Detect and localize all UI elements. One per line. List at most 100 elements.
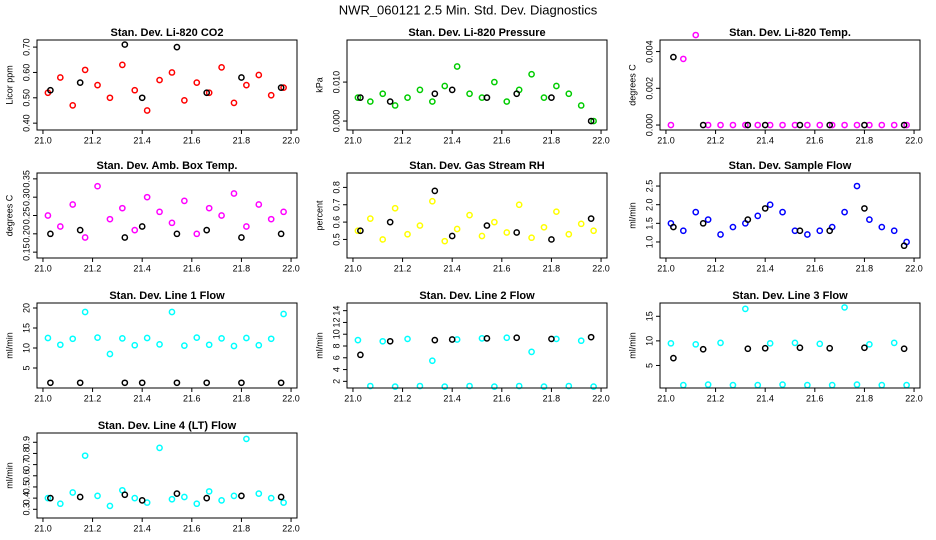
- point: [816, 227, 824, 235]
- y-tick-label: 1.0: [644, 236, 654, 249]
- point: [168, 495, 176, 503]
- point: [267, 494, 275, 502]
- point: [193, 334, 201, 341]
- y-tick-label: 0.5: [331, 233, 341, 246]
- point: [168, 308, 176, 316]
- panel-title: Stan. Dev. Line 4 (LT) Flow: [98, 420, 237, 432]
- point: [441, 82, 449, 90]
- point: [448, 336, 456, 343]
- point: [741, 121, 749, 129]
- point: [203, 226, 211, 234]
- point: [761, 205, 769, 212]
- point: [729, 223, 737, 231]
- point: [826, 121, 834, 129]
- x-tick-label: 22.0: [282, 523, 300, 533]
- plot-frame: [659, 172, 921, 259]
- point: [168, 219, 176, 227]
- x-tick-label: 21.2: [84, 263, 102, 273]
- y-tick-label: 0.004: [644, 40, 654, 63]
- point: [791, 339, 799, 347]
- point: [744, 216, 752, 223]
- point: [280, 499, 287, 506]
- y-tick-label: 20: [21, 303, 31, 313]
- point: [699, 121, 707, 129]
- point: [47, 86, 54, 94]
- point: [779, 381, 786, 389]
- point: [540, 94, 548, 102]
- point: [44, 212, 52, 219]
- x-tick-label: 21.8: [233, 523, 251, 533]
- x-tick-label: 21.4: [133, 135, 151, 145]
- panel-title: Stan. Dev. Li-820 Temp.: [729, 27, 851, 39]
- point: [47, 230, 54, 238]
- point: [76, 79, 84, 86]
- point: [744, 121, 752, 129]
- x-tick-label: 21.2: [707, 263, 725, 273]
- y-tick-label: 2.0: [644, 198, 654, 211]
- y-tick-label: 6: [331, 355, 341, 360]
- point: [386, 337, 394, 345]
- point: [121, 234, 129, 241]
- point: [118, 61, 126, 69]
- point: [243, 81, 250, 89]
- point: [121, 491, 129, 499]
- point: [853, 121, 861, 129]
- y-tick-label: 0.6: [331, 216, 341, 229]
- point: [181, 96, 188, 104]
- y-tick-label: 0.35: [21, 170, 31, 188]
- point: [816, 121, 824, 129]
- x-tick-label: 21.4: [443, 393, 461, 403]
- point: [679, 55, 687, 63]
- point: [203, 379, 211, 387]
- point: [238, 379, 245, 387]
- point: [441, 383, 449, 390]
- point: [121, 379, 129, 387]
- point: [565, 230, 573, 238]
- point: [386, 218, 394, 226]
- point: [366, 215, 374, 222]
- y-tick-label: 0.000: [331, 110, 341, 133]
- point: [44, 494, 52, 502]
- x-tick-label: 21.4: [133, 523, 151, 533]
- point: [878, 223, 886, 231]
- point: [779, 208, 786, 216]
- y-tick-label: 0.002: [644, 77, 654, 100]
- point: [238, 492, 245, 500]
- point: [156, 341, 163, 348]
- point: [540, 223, 548, 231]
- point: [903, 381, 910, 389]
- point: [553, 208, 560, 216]
- plot-frame: [346, 172, 608, 259]
- y-tick-label: 0.30: [21, 188, 31, 206]
- point: [106, 215, 114, 223]
- x-tick-label: 21.8: [233, 393, 251, 403]
- point: [796, 227, 804, 235]
- panel-title: Stan. Dev. Li-820 Pressure: [408, 27, 545, 39]
- point: [577, 337, 585, 345]
- point: [218, 64, 225, 71]
- y-axis-label: ml/min: [627, 202, 637, 229]
- point: [366, 98, 374, 105]
- point: [81, 66, 89, 74]
- point: [280, 310, 287, 318]
- point: [878, 381, 886, 389]
- x-tick-label: 21.4: [443, 135, 461, 145]
- point: [255, 71, 263, 79]
- point: [861, 121, 868, 129]
- x-tick-label: 21.6: [493, 135, 511, 145]
- point: [804, 381, 811, 389]
- point: [692, 31, 700, 39]
- x-tick-label: 22.0: [282, 393, 300, 403]
- point: [483, 94, 491, 102]
- point: [94, 492, 101, 500]
- point: [69, 489, 77, 496]
- point: [81, 452, 89, 460]
- x-tick-label: 21.4: [756, 263, 774, 273]
- point: [238, 234, 245, 241]
- x-tick-label: 21.0: [34, 135, 52, 145]
- point: [826, 227, 834, 235]
- point: [131, 494, 139, 502]
- point: [670, 223, 677, 231]
- point: [704, 381, 712, 389]
- point: [193, 500, 201, 508]
